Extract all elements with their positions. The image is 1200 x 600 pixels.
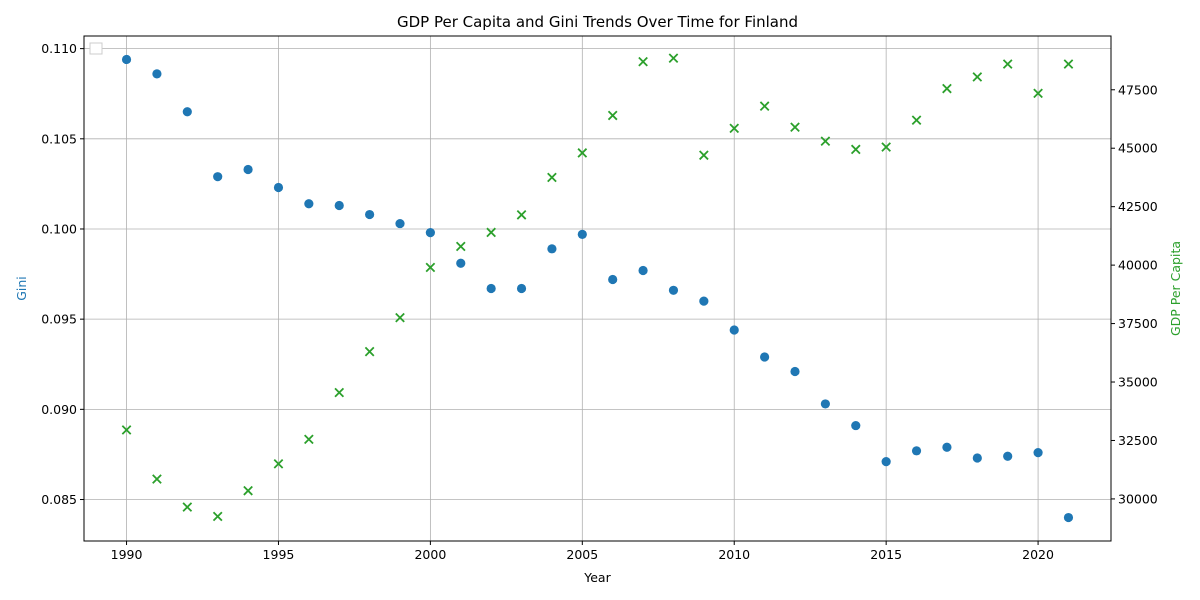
gdp-per-capita-point: [638, 56, 648, 67]
right-tick-label: 47500: [1118, 82, 1158, 97]
left-axis-ticks: 0.085 0.090 0.095 0.100 0.105 0.110: [41, 41, 84, 507]
gini-point: [1033, 448, 1043, 458]
gini-point: [699, 296, 709, 306]
gdp-per-capita-point: [212, 511, 223, 522]
gini-point: [668, 285, 679, 295]
gini-point: [760, 352, 770, 362]
gini-point: [851, 420, 861, 431]
x-tick-label: 2005: [566, 547, 598, 562]
gdp-per-capita-point: [121, 425, 132, 435]
gini-point: [972, 453, 982, 463]
left-tick-label: 0.105: [41, 131, 77, 146]
gdp-per-capita-point: [455, 241, 466, 252]
gini-point: [152, 69, 162, 79]
gdp-per-capita-point: [850, 144, 861, 155]
gini-point: [213, 172, 223, 182]
gini-point: [547, 244, 557, 254]
gdp-per-capita-point: [516, 210, 527, 220]
gdp-per-capita-point: [881, 142, 891, 152]
right-tick-label: 35000: [1118, 375, 1158, 390]
gini-point: [790, 366, 800, 377]
left-tick-label: 0.085: [41, 492, 77, 507]
gini-point: [182, 107, 192, 117]
gdp-per-capita-point: [273, 459, 284, 469]
gdp-per-capita-point: [699, 150, 709, 161]
gini-point: [486, 283, 496, 294]
gini-point: [273, 182, 284, 193]
plot-frame: [83, 35, 1112, 542]
gdp-per-capita-point: [1063, 59, 1074, 69]
right-tick-label: 40000: [1118, 258, 1158, 273]
gini-point: [577, 229, 587, 239]
gdp-per-capita-point: [668, 53, 679, 64]
gini-point: [1063, 512, 1074, 523]
left-axis-label: Gini: [14, 276, 29, 301]
gdp-per-capita-point: [364, 346, 375, 357]
gini-point: [608, 274, 618, 285]
right-tick-label: 32500: [1118, 433, 1158, 448]
gdp-per-capita-point: [911, 115, 922, 126]
gini-point: [425, 227, 435, 238]
gini-point: [365, 209, 375, 220]
gdp-per-capita-point: [1033, 88, 1043, 99]
right-tick-label: 30000: [1118, 491, 1158, 506]
gdp-per-capita-point: [972, 72, 983, 82]
x-tick-label: 2015: [870, 547, 902, 562]
left-tick-label: 0.090: [41, 402, 77, 417]
gdp-per-capita-point: [304, 434, 314, 445]
gini-series: [121, 54, 1074, 523]
x-tick-label: 1995: [263, 547, 295, 562]
left-tick-label: 0.100: [41, 221, 77, 236]
right-tick-label: 45000: [1118, 141, 1158, 156]
right-axis-ticks: 30000 32500 35000 37500 40000 42500 45000 47500: [1111, 82, 1158, 506]
left-tick-label: 0.095: [41, 312, 77, 327]
gdp-per-capita-point: [425, 262, 436, 273]
left-tick-label: 0.110: [41, 41, 77, 56]
gdp-per-capita-point: [243, 485, 253, 496]
x-tick-label: 2020: [1022, 547, 1054, 562]
legend-box: [89, 42, 103, 55]
right-tick-label: 42500: [1118, 199, 1158, 214]
gini-point: [1003, 451, 1013, 461]
gdp-per-capita-point: [547, 172, 557, 183]
gini-point: [942, 442, 952, 452]
gini-point: [820, 399, 830, 409]
gdp-per-capita-point: [577, 148, 588, 158]
gdp-per-capita-point: [607, 110, 618, 121]
gdp-per-capita-point: [152, 474, 162, 484]
gdp-per-capita-point: [790, 122, 800, 133]
x-axis-ticks: 1990 1995 2000 2005 2010 2015 2020: [111, 541, 1054, 562]
gini-point: [334, 200, 344, 211]
right-axis-label: GDP Per Capita: [1168, 241, 1183, 336]
gdp-per-capita-point: [182, 502, 193, 512]
gdp-per-capita-point: [729, 123, 740, 134]
gini-point: [911, 446, 922, 456]
gini-point: [456, 258, 466, 268]
gini-point: [729, 325, 739, 335]
gdp-per-capita-point: [759, 101, 770, 111]
gdp-per-capita-point: [820, 136, 831, 147]
x-tick-label: 1990: [111, 547, 143, 562]
gini-point: [304, 199, 314, 209]
gdp-per-capita-series: [121, 53, 1074, 522]
gdp-per-capita-point: [395, 312, 405, 323]
gdp-per-capita-point: [334, 387, 345, 398]
gini-point: [881, 457, 891, 467]
gdp-per-capita-point: [1002, 59, 1013, 69]
gini-point: [395, 218, 405, 229]
gini-point: [243, 164, 253, 175]
x-tick-label: 2010: [718, 547, 750, 562]
grid-lines: [84, 36, 1111, 541]
gdp-per-capita-point: [942, 83, 952, 94]
x-tick-label: 2000: [414, 547, 446, 562]
gini-point: [638, 265, 648, 276]
gini-point: [121, 54, 132, 65]
gini-point: [516, 283, 527, 294]
right-tick-label: 37500: [1118, 316, 1158, 331]
chart-title: GDP Per Capita and Gini Trends Over Time…: [397, 13, 798, 31]
gdp-per-capita-point: [486, 227, 496, 238]
x-axis-label: Year: [583, 570, 611, 585]
